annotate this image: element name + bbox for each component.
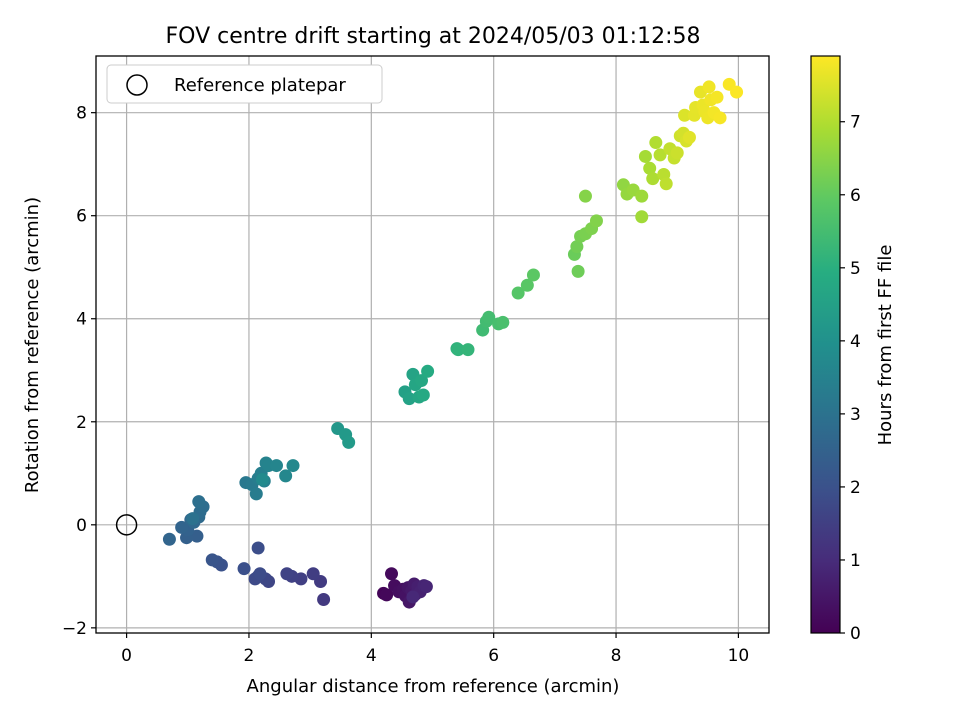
data-point <box>635 189 649 203</box>
data-point <box>635 210 649 224</box>
chart-title: FOV centre drift starting at 2024/05/03 … <box>166 24 701 49</box>
y-axis-label: Rotation from reference (arcmin) <box>22 197 43 493</box>
data-point <box>653 148 667 162</box>
data-point <box>638 149 652 163</box>
colorbar-tick-label: 1 <box>850 551 861 571</box>
data-point <box>643 161 657 175</box>
data-point <box>251 541 265 555</box>
y-axis-ticks: −2 0 2 4 6 8 <box>62 104 96 639</box>
data-point <box>192 495 206 509</box>
data-point <box>682 130 696 144</box>
data-point <box>253 567 267 581</box>
data-point <box>186 512 200 526</box>
colorbar-label: Hours from first FF file <box>875 245 896 446</box>
data-point <box>269 459 283 473</box>
data-point <box>482 310 496 324</box>
y-tick-label: 8 <box>76 104 87 124</box>
data-point <box>713 111 727 125</box>
data-point <box>385 567 399 581</box>
data-point <box>175 520 189 534</box>
data-point <box>451 343 465 357</box>
data-point <box>578 189 592 203</box>
x-tick-label: 10 <box>728 646 750 666</box>
data-point <box>496 315 510 329</box>
data-point <box>249 487 263 501</box>
data-point <box>416 388 430 402</box>
y-tick-label: −2 <box>62 619 87 639</box>
data-point <box>571 264 585 278</box>
colorbar-tick-label: 7 <box>850 113 861 133</box>
data-point <box>570 240 584 254</box>
data-point <box>520 278 534 292</box>
y-tick-label: 4 <box>76 310 87 330</box>
reference-platepar-marker <box>115 514 138 536</box>
data-point <box>255 472 269 486</box>
data-point <box>380 588 394 602</box>
x-tick-label: 8 <box>611 646 622 666</box>
data-point <box>205 553 219 567</box>
data-point <box>414 374 428 388</box>
colorbar: 0 1 2 3 4 5 6 7 Hours from first FF file <box>810 55 896 644</box>
x-axis-label: Angular distance from reference (arcmin) <box>247 676 620 697</box>
data-point <box>237 562 251 576</box>
data-point <box>421 364 435 378</box>
data-point <box>419 580 433 594</box>
data-point <box>589 214 603 228</box>
colorbar-ticks: 0 1 2 3 4 5 6 7 <box>840 113 861 644</box>
colorbar-tick-label: 3 <box>850 405 861 425</box>
data-point <box>306 567 320 581</box>
data-point <box>286 459 300 473</box>
data-point <box>702 80 716 94</box>
data-point <box>279 469 293 483</box>
legend-entry-reference: Reference platepar <box>174 75 346 96</box>
plot-frame <box>95 55 770 634</box>
legend-marker <box>126 74 148 96</box>
data-point <box>511 286 525 300</box>
y-tick-label: 6 <box>76 207 87 227</box>
legend-box <box>106 64 383 104</box>
data-point <box>649 136 663 150</box>
data-point <box>710 90 724 104</box>
grid-lines <box>96 56 769 633</box>
data-point <box>730 85 744 99</box>
data-point <box>526 268 540 282</box>
x-tick-label: 6 <box>488 646 499 666</box>
colorbar-tick-label: 5 <box>850 259 861 279</box>
data-point <box>659 177 673 191</box>
x-tick-label: 2 <box>244 646 255 666</box>
colorbar-tick-label: 6 <box>850 186 861 206</box>
x-tick-label: 4 <box>366 646 377 666</box>
data-point <box>670 146 684 160</box>
y-tick-label: 0 <box>76 516 87 536</box>
x-axis-ticks: 0 2 4 6 8 10 <box>121 633 749 666</box>
data-point <box>461 343 475 357</box>
legend: Reference platepar <box>106 64 383 104</box>
data-point <box>190 529 204 543</box>
data-point <box>317 593 331 607</box>
y-tick-label: 2 <box>76 413 87 433</box>
data-point <box>646 172 660 186</box>
data-point <box>402 392 416 406</box>
data-points <box>162 77 744 609</box>
colorbar-gradient <box>810 55 841 634</box>
data-point <box>406 590 420 604</box>
colorbar-tick-label: 2 <box>850 478 861 498</box>
colorbar-tick-label: 0 <box>850 624 861 644</box>
data-point <box>162 532 176 546</box>
data-point <box>678 108 692 122</box>
x-tick-label: 0 <box>121 646 132 666</box>
data-point <box>342 435 356 449</box>
colorbar-tick-label: 4 <box>850 332 861 352</box>
data-point <box>280 567 294 581</box>
